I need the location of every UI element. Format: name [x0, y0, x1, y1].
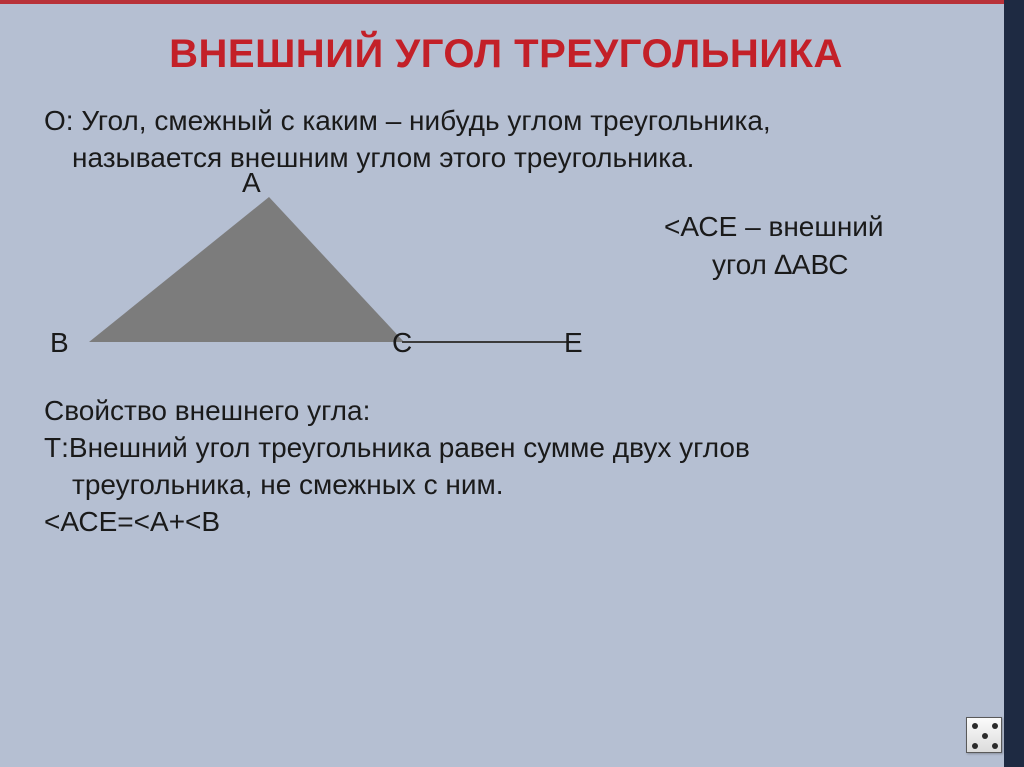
slide-content: ВНЕШНИЙ УГОЛ ТРЕУГОЛЬНИКА О: Угол, смежн…: [20, 4, 1004, 767]
theorem-prefix: Т:: [44, 432, 69, 463]
triangle-shape: [89, 197, 404, 342]
definition-block: О: Угол, смежный с каким – нибудь углом …: [44, 103, 968, 177]
right-side-bar: [1004, 0, 1024, 767]
dice-pip: [972, 743, 978, 749]
property-heading: Свойство внешнего угла:: [44, 393, 968, 430]
theorem-line2: треугольника, не смежных с ним.: [44, 467, 968, 504]
angle-note-line2: угол ∆АВС: [712, 249, 848, 281]
dice-pip: [982, 733, 988, 739]
theorem-text1: Внешний угол треугольника равен сумме дв…: [69, 432, 750, 463]
definition-prefix: О:: [44, 105, 81, 136]
slide: ВНЕШНИЙ УГОЛ ТРЕУГОЛЬНИКА О: Угол, смежн…: [0, 0, 1024, 767]
dice-pip: [972, 723, 978, 729]
theorem-formula: <АСЕ=<А+<В: [44, 504, 968, 541]
triangle-diagram: [44, 177, 1004, 387]
property-block: Свойство внешнего угла: Т:Внешний угол т…: [44, 393, 968, 541]
dice-pip: [992, 743, 998, 749]
definition-line2: называется внешним углом этого треугольн…: [44, 140, 968, 177]
diagram-area: А В С Е <АСЕ – внешний угол ∆АВС: [44, 177, 968, 387]
definition-text1: Угол, смежный с каким – нибудь углом тре…: [81, 105, 770, 136]
theorem-line1: Т:Внешний угол треугольника равен сумме …: [44, 430, 968, 467]
definition-line1: О: Угол, смежный с каким – нибудь углом …: [44, 103, 968, 140]
slide-title: ВНЕШНИЙ УГОЛ ТРЕУГОЛЬНИКА: [44, 32, 968, 77]
point-label-e: Е: [564, 327, 583, 359]
vertex-label-a: А: [242, 167, 261, 199]
vertex-label-c: С: [392, 327, 412, 359]
dice-pip: [992, 723, 998, 729]
vertex-label-b: В: [50, 327, 69, 359]
dice-icon: [966, 717, 1002, 753]
angle-note-line1: <АСЕ – внешний: [664, 211, 884, 243]
